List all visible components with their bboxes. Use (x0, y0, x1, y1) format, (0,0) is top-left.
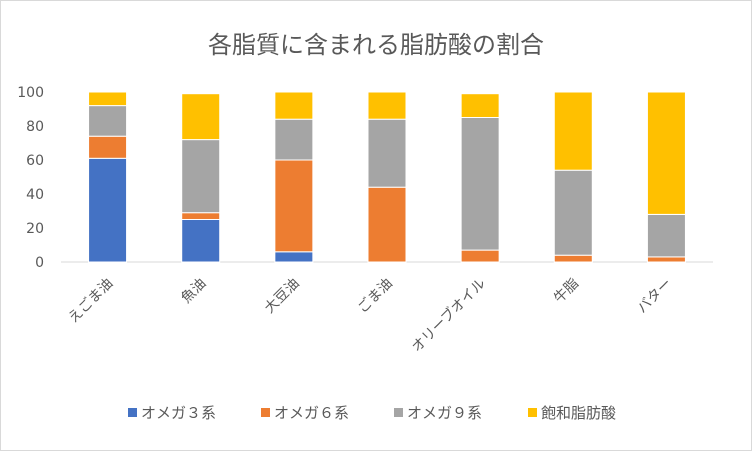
x-tick-label: オリーブオイル (408, 275, 489, 356)
bar-segment (274, 251, 314, 263)
bar-segment (274, 159, 314, 253)
x-tick-label: えごま油 (65, 276, 116, 327)
bar-segment (181, 212, 221, 220)
y-axis-ticks: 0 20 40 60 80 100 (17, 85, 44, 271)
bar-segment (181, 93, 221, 141)
x-tick-label: 魚油 (178, 276, 209, 307)
legend-label: オメガ３系 (141, 404, 216, 422)
bar-segment (274, 91, 314, 120)
x-tick-label: バター (634, 276, 675, 317)
legend-swatch (128, 408, 137, 417)
bar-segment (88, 91, 128, 107)
bar-segment (181, 139, 221, 214)
bar-segment (88, 105, 128, 137)
legend-label: オメガ６系 (274, 404, 349, 422)
chart-title: 各脂質に含まれる脂肪酸の割合 (208, 31, 544, 59)
legend-label: オメガ９系 (407, 404, 482, 422)
legend: オメガ３系 オメガ６系 オメガ９系 飽和脂肪酸 (128, 404, 616, 422)
bar-segment (460, 93, 500, 118)
bar-segment (274, 118, 314, 161)
y-tick-label: 0 (35, 255, 44, 271)
bar-segment (553, 254, 593, 263)
bar-segment (181, 219, 221, 263)
legend-swatch (528, 408, 537, 417)
y-tick-label: 20 (26, 221, 44, 237)
y-tick-label: 60 (26, 153, 44, 169)
bar-segment (460, 117, 500, 251)
bar-segment (88, 157, 128, 263)
bar-segment (367, 91, 407, 120)
x-tick-label: 大豆油 (262, 276, 303, 317)
bar-segment (367, 186, 407, 263)
bars-group (88, 91, 686, 263)
legend-label: 飽和脂肪酸 (541, 404, 616, 422)
legend-swatch (394, 408, 403, 417)
legend-swatch (261, 408, 270, 417)
x-axis-ticks: えごま油 魚油 大豆油 ごま油 オリーブオイル 牛脂 バター (65, 275, 675, 356)
bar-segment (646, 256, 686, 263)
y-tick-label: 80 (26, 119, 44, 135)
y-tick-label: 100 (17, 85, 44, 101)
bar-segment (553, 91, 593, 171)
x-tick-label: ごま油 (355, 276, 396, 317)
bar-segment (367, 118, 407, 188)
x-tick-label: 牛脂 (551, 276, 582, 307)
bar-segment (553, 169, 593, 256)
bar-segment (646, 91, 686, 215)
bar-segment (88, 135, 128, 159)
y-tick-label: 40 (26, 187, 44, 203)
bar-segment (646, 213, 686, 258)
bar-segment (460, 249, 500, 263)
